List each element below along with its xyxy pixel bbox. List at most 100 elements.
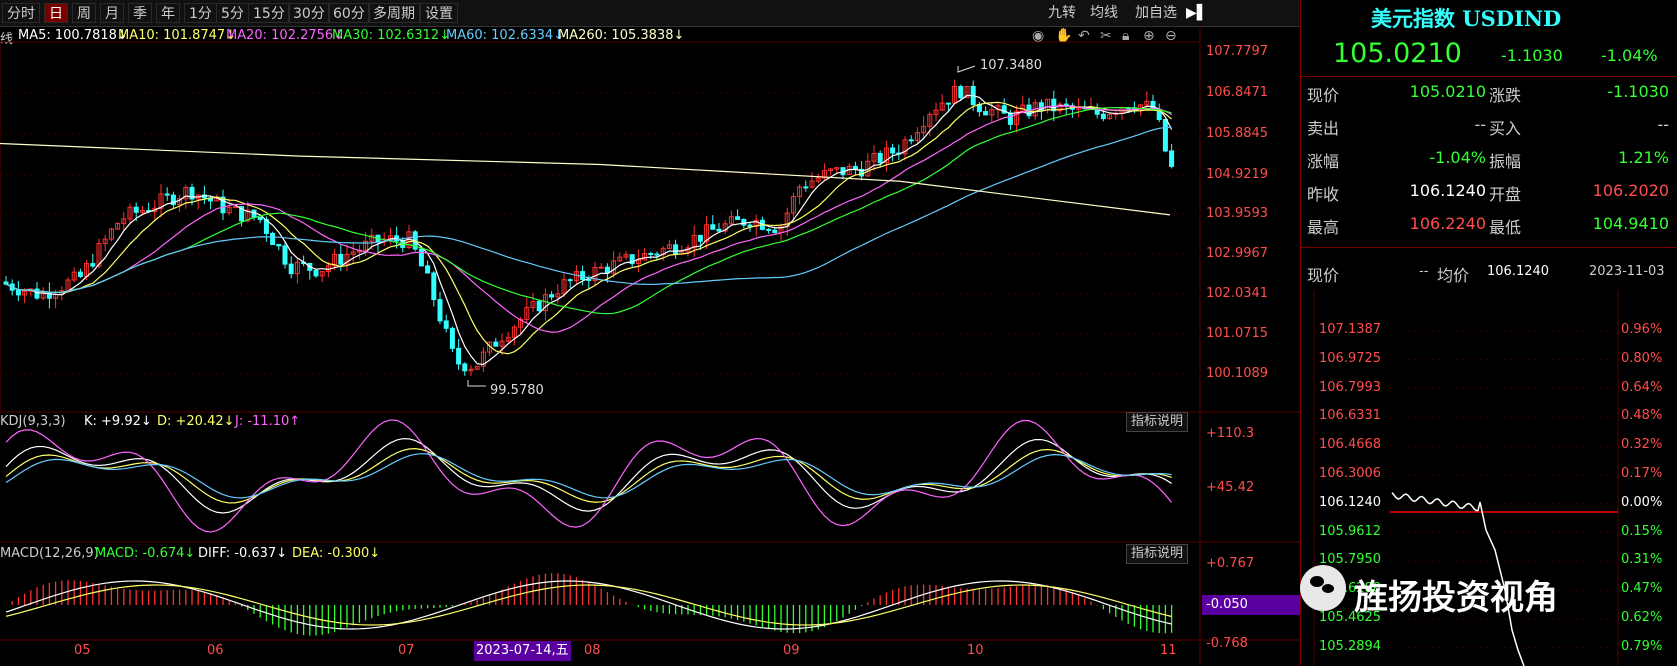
candle-body — [115, 222, 121, 230]
mini-price-label: 107.1387 — [1319, 322, 1382, 337]
candle-body — [418, 248, 424, 267]
quote-panel: 美元指数 USDIND 105.0210 -1.1030 -1.04% 现价 10… — [1300, 0, 1677, 666]
period-tab[interactable]: 年 — [156, 3, 180, 23]
mini-price-label: 105.2894 — [1319, 638, 1382, 654]
period-tab[interactable]: 多周期 — [368, 3, 420, 23]
add-watchlist-button[interactable]: 加自选 — [1135, 5, 1177, 21]
x-label-10: 10 — [967, 643, 984, 658]
candle-body — [313, 269, 319, 277]
candle-body — [710, 224, 716, 230]
candle-body — [728, 216, 734, 225]
macd-cursor-box — [1202, 595, 1300, 615]
macd-value: MACD: -0.674↓ — [95, 546, 196, 561]
candle-body — [933, 109, 939, 115]
candle-body — [1057, 103, 1063, 112]
period-tab[interactable]: 日 — [44, 3, 68, 23]
mini-price-label: 105.7950 — [1319, 552, 1382, 568]
mini-pct-label: 0.47% — [1621, 581, 1663, 597]
collapse-panel-icon[interactable]: ▶▌ — [1186, 5, 1208, 21]
ma10-line — [5, 101, 1172, 355]
period-tab[interactable]: 分时 — [2, 3, 40, 23]
period-toolbar: 分时日周月季年 1分 5分 15分 30分 60分 多周期 设置 九转 均线 加自选 ▶▌ — [0, 0, 1300, 27]
candle-body — [877, 153, 883, 164]
kdj-title: KDJ(9,3,3) — [0, 414, 66, 429]
x-label-06: 06 — [207, 643, 224, 658]
candle-body — [549, 294, 555, 298]
ma-legend-item: MA30: 102.6312↓ — [332, 28, 451, 43]
kline-chart[interactable] — [0, 0, 1300, 666]
candle-body — [232, 206, 238, 209]
ma-button[interactable]: 均线 — [1090, 5, 1118, 21]
macd-dea: DEA: -0.300↓ — [292, 546, 381, 561]
cursor-date-box: 2023-07-14,五 — [474, 641, 571, 661]
candle-body — [350, 251, 356, 255]
lock-icon[interactable]: 🔒︎ — [1122, 28, 1130, 44]
ma60-line — [5, 126, 1172, 294]
quote-label: 最高 — [1307, 218, 1340, 237]
candle-body — [245, 209, 251, 222]
scissors-icon[interactable]: ✂ — [1100, 28, 1112, 44]
period-tab[interactable]: 月 — [100, 3, 124, 23]
wechat-bubble-icon — [1322, 584, 1334, 593]
candle-body — [511, 326, 517, 339]
candle-body — [815, 177, 821, 182]
x-label-07: 07 — [398, 643, 415, 658]
price-axis-label: 103.9593 — [1206, 206, 1269, 221]
quote-value: 106.2240 — [1409, 214, 1486, 233]
kdj-j: J: -11.10↑ — [235, 414, 301, 429]
ma20-line — [5, 105, 1172, 333]
low-marker — [467, 380, 486, 387]
period-tab[interactable]: 60分 — [328, 3, 370, 23]
candle-body — [828, 168, 834, 172]
kdj-j-line — [5, 419, 1173, 533]
quote-value: -- — [1474, 115, 1486, 134]
kdj-axis-mid: +45.42 — [1206, 480, 1255, 495]
period-tab[interactable]: 15分 — [248, 3, 290, 23]
kdj-help-button[interactable]: 指标说明 — [1126, 412, 1189, 432]
zoom-out-icon[interactable]: ⊖ — [1165, 28, 1177, 44]
macd-axis-mid: -0.050 — [1206, 597, 1248, 612]
period-tab[interactable]: 30分 — [288, 3, 330, 23]
candle-body — [96, 242, 102, 267]
jiuzhuan-button[interactable]: 九转 — [1048, 5, 1076, 21]
candle-body — [1051, 98, 1057, 112]
period-tab[interactable]: 设置 — [420, 3, 458, 23]
candle-body — [239, 206, 245, 222]
candle-body — [493, 341, 499, 347]
mini-price-label: 106.7993 — [1319, 379, 1382, 395]
eye-icon[interactable]: ◉ — [1032, 28, 1045, 44]
undo-icon[interactable]: ↶ — [1078, 28, 1090, 44]
intraday-mini-chart[interactable] — [1300, 290, 1677, 666]
candle-body — [369, 234, 375, 242]
period-tab[interactable]: 季 — [128, 3, 152, 23]
kdj-k-line — [5, 438, 1172, 514]
candle-body — [1144, 100, 1150, 106]
kdj-extra-line — [5, 453, 1172, 499]
period-tab[interactable]: 周 — [72, 3, 96, 23]
macd-title: MACD(12,26,9) — [0, 546, 99, 561]
candle-body — [536, 300, 542, 312]
quote-value: -1.04% — [1429, 148, 1486, 167]
candle-body — [834, 167, 840, 170]
high-marker — [957, 65, 976, 73]
candle-body — [344, 253, 350, 265]
hand-icon[interactable]: ✋ — [1055, 28, 1073, 44]
candle-body — [456, 347, 462, 365]
candle-body — [499, 340, 505, 347]
candle-body — [654, 253, 660, 256]
candle-body — [15, 289, 21, 296]
candle-body — [220, 196, 226, 214]
candle-body — [270, 232, 276, 246]
candle-body — [989, 109, 995, 116]
candle-body — [127, 206, 133, 220]
quote-label: 涨跌 — [1489, 86, 1522, 105]
candle-body — [598, 266, 604, 269]
main-pane-border — [0, 41, 1201, 413]
candle-body — [883, 147, 889, 164]
watermark-text: 旌扬投资视角 — [1354, 578, 1558, 618]
candle-body — [555, 293, 561, 298]
zoom-in-icon[interactable]: ⊕ — [1143, 28, 1155, 44]
macd-help-button[interactable]: 指标说明 — [1126, 544, 1189, 564]
ma-legend-item: MA5: 100.7818↓ — [18, 28, 128, 43]
divider — [1301, 247, 1677, 248]
